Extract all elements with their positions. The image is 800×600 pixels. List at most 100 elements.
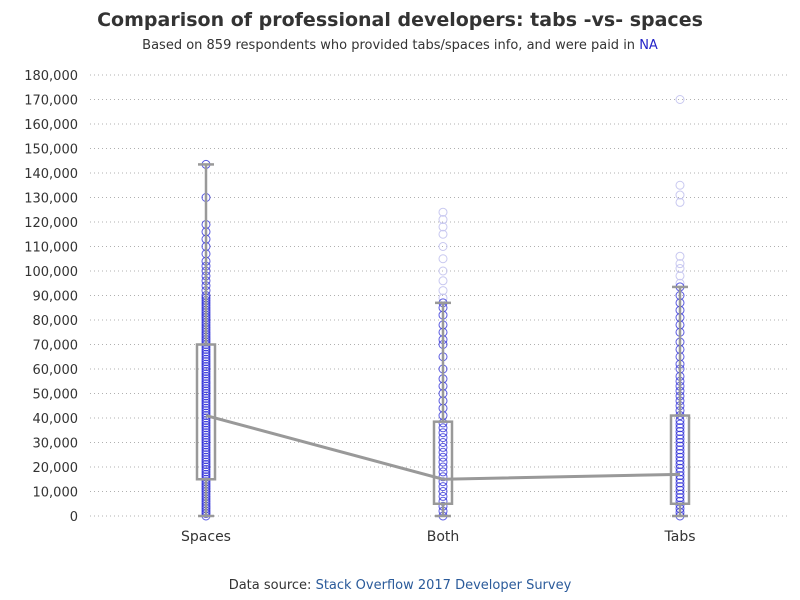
data-point	[201, 420, 211, 430]
data-point	[201, 354, 211, 364]
data-point	[201, 393, 211, 403]
outlier-point	[675, 190, 685, 200]
data-point	[201, 369, 211, 379]
data-point	[201, 386, 211, 396]
data-point	[675, 430, 685, 440]
data-point	[675, 423, 685, 433]
data-point	[201, 445, 211, 455]
data-point	[438, 462, 448, 472]
outlier-point	[675, 259, 685, 269]
data-point	[201, 428, 211, 438]
data-point	[201, 374, 211, 384]
data-point	[201, 349, 211, 359]
outlier-point	[675, 197, 685, 207]
data-point	[675, 460, 685, 470]
data-point	[675, 489, 685, 499]
box-iqr	[432, 420, 454, 505]
data-point	[438, 428, 448, 438]
data-point	[201, 447, 211, 457]
data-point	[675, 445, 685, 455]
data-point	[201, 398, 211, 408]
data-point	[201, 406, 211, 416]
data-point	[201, 423, 211, 433]
data-point	[201, 391, 211, 401]
data-point	[201, 347, 211, 357]
data-point	[201, 442, 211, 452]
data-point	[201, 357, 211, 367]
data-point	[201, 359, 211, 369]
y-tick-label: 140,000	[24, 167, 78, 182]
outlier-point	[438, 242, 448, 251]
outlier-point	[675, 95, 685, 104]
data-point	[201, 467, 211, 477]
outlier-point	[438, 276, 448, 286]
data-source-link[interactable]: Stack Overflow 2017 Developer Survey	[315, 578, 572, 593]
outlier-point	[438, 254, 448, 264]
y-tick-label: 70,000	[33, 339, 79, 354]
x-tick-label: Both	[427, 529, 460, 545]
data-point	[201, 364, 211, 374]
data-point	[675, 438, 685, 447]
data-point	[675, 419, 685, 429]
data-point	[201, 462, 211, 472]
data-point	[438, 457, 448, 467]
data-point	[201, 457, 211, 467]
data-point	[438, 442, 448, 452]
data-point	[201, 430, 211, 440]
chart-subtitle: Based on 859 respondents who provided ta…	[0, 38, 800, 53]
y-tick-label: 150,000	[24, 143, 78, 158]
chart-title: Comparison of professional developers: t…	[97, 9, 703, 31]
data-point	[201, 376, 211, 386]
data-point	[438, 482, 448, 492]
data-point	[201, 403, 211, 413]
outlier-point	[675, 271, 685, 281]
data-point	[201, 389, 211, 398]
data-point	[201, 425, 211, 435]
outlier-point	[675, 264, 685, 274]
outlier-point	[438, 215, 448, 225]
median-line	[205, 414, 681, 481]
data-point	[201, 464, 211, 474]
outlier-point	[438, 266, 448, 276]
subtitle-text: Based on 859 respondents who provided ta…	[142, 38, 640, 53]
data-point	[675, 485, 685, 495]
data-point	[201, 418, 211, 428]
data-point	[201, 440, 211, 450]
y-tick-label: 160,000	[24, 118, 78, 133]
data-point	[201, 362, 211, 372]
y-tick-label: 130,000	[24, 192, 78, 207]
y-tick-label: 80,000	[33, 314, 79, 329]
y-tick-label: 100,000	[24, 265, 78, 280]
data-point	[438, 491, 448, 501]
chart-footer: Data source: Stack Overflow 2017 Develop…	[0, 578, 800, 593]
y-tick-label: 10,000	[33, 486, 79, 501]
outlier-point	[438, 207, 448, 217]
y-tick-label: 170,000	[24, 94, 78, 109]
data-point	[201, 433, 211, 443]
data-point	[675, 452, 685, 462]
y-tick-label: 0	[70, 510, 78, 525]
data-point	[438, 433, 448, 443]
data-point	[675, 449, 685, 459]
data-point	[201, 438, 211, 447]
data-point	[201, 371, 211, 381]
y-tick-label: 40,000	[33, 412, 79, 427]
outlier-point	[438, 286, 448, 296]
data-point	[438, 423, 448, 433]
data-point	[201, 384, 211, 394]
data-point	[675, 441, 685, 451]
data-point	[201, 450, 211, 460]
y-tick-label: 30,000	[33, 437, 79, 452]
data-point	[201, 401, 211, 411]
data-point	[438, 452, 448, 462]
data-point	[438, 438, 448, 447]
y-tick-label: 90,000	[33, 290, 79, 305]
box-iqr	[195, 343, 217, 481]
data-point	[438, 467, 448, 477]
data-point	[201, 460, 211, 470]
y-tick-label: 60,000	[33, 363, 79, 378]
data-point	[201, 452, 211, 462]
data-point	[201, 366, 211, 376]
y-tick-label: 110,000	[24, 241, 78, 256]
